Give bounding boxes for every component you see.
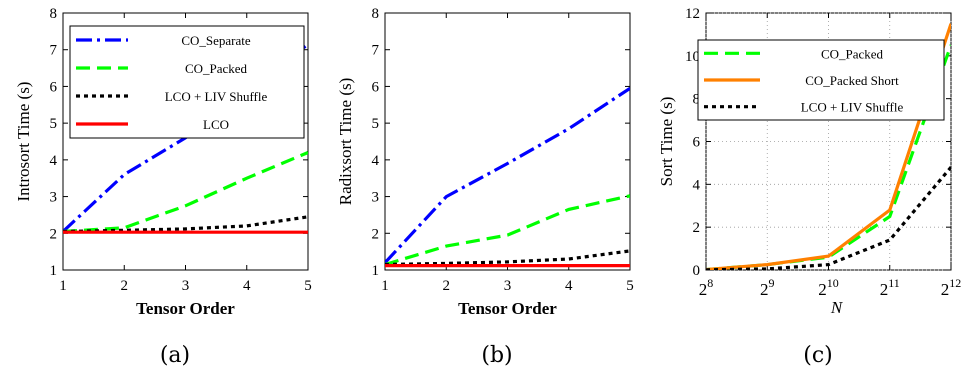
x-tick-label: 28 <box>699 276 714 299</box>
y-tick-label: 7 <box>50 43 58 59</box>
y-tick-label: 5 <box>50 116 58 132</box>
series-line-1 <box>706 23 951 270</box>
x-tick-label: 4 <box>243 278 251 294</box>
legend-label: LCO + LIV Shuffle <box>801 100 904 115</box>
x-tick-label: 211 <box>880 276 900 299</box>
y-tick-label: 2 <box>372 226 380 242</box>
caption-c: (c) <box>803 343 833 368</box>
y-tick-label: 6 <box>50 79 58 95</box>
chart-panel-c: 0 2 4 6 8 10 12 28 29 210 211 212 N Sort Time (s) CO_P… <box>657 6 961 317</box>
legend: CO_Packed CO_Packed Short LCO + LIV Shuffl… <box>697 39 945 121</box>
y-tick-label: 0 <box>693 263 701 279</box>
x-tick-label: 29 <box>760 276 775 299</box>
x-tick-label: 3 <box>182 278 190 294</box>
y-axis-label: Radixsort Time (s) <box>336 78 355 206</box>
x-axis-label: Tensor Order <box>136 299 235 318</box>
plot-frame <box>384 12 631 271</box>
x-tick-label: 2 <box>443 278 451 294</box>
legend-label: CO_Packed <box>185 61 248 76</box>
legend-label: LCO + LIV Shuffle <box>165 89 268 104</box>
x-tick-label: 1 <box>59 278 67 294</box>
y-tick-label: 4 <box>50 153 58 169</box>
y-tick-label: 2 <box>50 226 58 242</box>
series-line-0 <box>706 44 951 270</box>
y-tick-label: 1 <box>372 263 380 279</box>
legend-label: CO_Packed <box>821 46 884 61</box>
series-line-2 <box>385 249 630 267</box>
series-line-0 <box>385 86 630 264</box>
caption-b: (b) <box>481 343 512 368</box>
y-tick-label: 4 <box>372 153 380 169</box>
x-tick-label: 5 <box>626 278 634 294</box>
chart-panel-a: 1 2 3 4 5 6 7 8 1 2 3 4 5 Tensor Order Introsort Time … <box>14 6 312 318</box>
y-tick-label: 7 <box>372 43 380 59</box>
y-axis-label: Introsort Time (s) <box>14 82 33 202</box>
y-tick-label: 5 <box>372 116 380 132</box>
y-tick-label: 4 <box>693 177 701 193</box>
y-tick-label: 6 <box>693 135 701 151</box>
legend-box <box>69 25 305 139</box>
y-tick-label: 8 <box>50 6 58 22</box>
x-tick-label: 1 <box>381 278 389 294</box>
y-tick-label: 3 <box>372 190 380 206</box>
series-line-1 <box>63 151 308 234</box>
x-tick-label: 212 <box>941 276 962 299</box>
series-line-2 <box>706 166 951 270</box>
y-tick-label: 6 <box>372 79 380 95</box>
chart-panel-b: 1 2 3 4 5 6 7 8 1 2 3 4 5 Tensor Order Radixsort Time … <box>336 6 634 318</box>
y-tick-label: 1 <box>50 263 58 279</box>
legend: CO_Separate CO_Packed LCO + LIV Shuffle LCO <box>69 25 305 139</box>
legend-label: CO_Packed Short <box>805 73 899 88</box>
legend-label: CO_Separate <box>181 33 251 48</box>
y-tick-label: 8 <box>693 92 701 108</box>
x-tick-label: 4 <box>565 278 573 294</box>
y-tick-label: 3 <box>50 190 58 206</box>
x-tick-label: 5 <box>304 278 312 294</box>
series-line-1 <box>385 194 630 267</box>
x-tick-label: 3 <box>504 278 512 294</box>
y-tick-label: 10 <box>685 49 700 65</box>
x-axis-label: Tensor Order <box>458 299 557 318</box>
x-tick-label: 210 <box>818 276 839 299</box>
x-tick-label: 2 <box>121 278 129 294</box>
y-tick-label: 12 <box>685 6 700 22</box>
y-axis-label: Sort Time (s) <box>657 97 676 187</box>
caption-a: (a) <box>160 343 190 368</box>
legend-label: LCO <box>203 117 229 132</box>
y-tick-label: 8 <box>372 6 380 22</box>
y-tick-label: 2 <box>693 220 701 236</box>
x-axis-label: N <box>830 298 844 317</box>
